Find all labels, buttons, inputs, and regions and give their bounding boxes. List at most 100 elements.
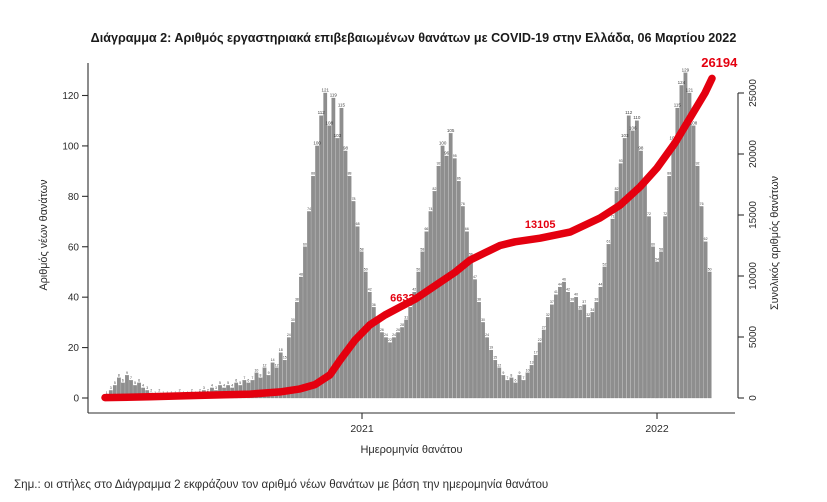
bar-value-label: 7 — [243, 376, 245, 380]
bar — [550, 304, 554, 399]
bar-value-label: 115 — [674, 103, 682, 108]
bar-value-label: 2 — [191, 388, 193, 392]
bar-value-label: 105 — [447, 128, 455, 133]
bar — [671, 140, 676, 399]
bar — [590, 312, 595, 399]
bar-value-label: 50 — [708, 267, 712, 271]
svg-text:100: 100 — [62, 141, 79, 152]
bar-value-label: 76 — [700, 202, 704, 206]
bar — [262, 367, 267, 399]
bar — [278, 352, 283, 399]
bar-value-label: 56 — [469, 252, 473, 256]
bar — [448, 133, 453, 399]
bar-value-label: 3 — [146, 386, 148, 390]
svg-text:120: 120 — [62, 91, 79, 102]
bar-value-label: 106 — [629, 125, 637, 130]
bar — [707, 271, 712, 399]
chart-title: Διάγραμμα 2: Αριθμός εργαστηριακά επιβεβ… — [90, 31, 737, 45]
bar-value-label: 3 — [215, 386, 217, 390]
bar-value-label: 88 — [311, 172, 315, 176]
bar-value-label: 4 — [211, 383, 213, 387]
bar-value-label: 60 — [303, 242, 307, 246]
bar-value-label: 37 — [582, 300, 586, 304]
bar — [473, 279, 477, 399]
bar-value-label: 5 — [134, 381, 136, 385]
bar-value-label: 38 — [594, 298, 598, 302]
bar — [388, 342, 392, 399]
bar-value-label: 12 — [263, 363, 267, 367]
bar — [489, 349, 494, 399]
bar-value-label: 9 — [502, 371, 504, 375]
bar-value-label: 100 — [439, 140, 447, 145]
bar — [525, 372, 530, 399]
bar-value-label: 103 — [621, 133, 629, 138]
bar — [513, 382, 518, 399]
bar-value-label: 27 — [542, 325, 546, 329]
bar-value-label: 121 — [321, 87, 329, 92]
bar — [371, 307, 376, 399]
bar — [626, 115, 631, 399]
bar-value-label: 93 — [619, 159, 623, 163]
bar-value-label: 42 — [566, 288, 570, 292]
bar-value-label: 119 — [330, 93, 338, 98]
bar-value-label: 82 — [433, 187, 437, 191]
bar-value-label: 98 — [343, 145, 349, 150]
bar-value-label: 35 — [578, 305, 582, 309]
bar-value-label: 38 — [295, 298, 299, 302]
bar-value-label: 88 — [667, 172, 671, 176]
bar — [327, 125, 332, 399]
bar — [311, 176, 315, 399]
bar-value-label: 58 — [659, 247, 663, 251]
bar-value-label: 17 — [534, 351, 538, 355]
bar-value-label: 34 — [590, 308, 594, 312]
bar — [606, 244, 611, 399]
bar-value-label: 3 — [203, 386, 205, 390]
bar-value-label: 102 — [670, 135, 678, 140]
bar — [537, 342, 542, 399]
bar-value-label: 7 — [523, 376, 525, 380]
bar-value-label: 8 — [118, 373, 120, 377]
bar — [335, 138, 340, 399]
bar — [699, 206, 704, 399]
bar-value-label: 112 — [318, 110, 326, 115]
bar-value-label: 66 — [424, 227, 428, 231]
bar-value-label: 5 — [114, 381, 116, 385]
bar-value-label: 112 — [625, 110, 633, 115]
bar-value-label: 115 — [338, 103, 346, 108]
bar — [566, 292, 570, 399]
bar-value-label: 24 — [384, 333, 388, 337]
bar — [270, 362, 275, 399]
bar — [582, 304, 587, 399]
bar — [570, 302, 574, 399]
bar — [533, 355, 538, 399]
bar-value-label: 38 — [570, 298, 574, 302]
bar — [274, 367, 279, 399]
bar-value-label: 7 — [130, 376, 132, 380]
bar-value-label: 7 — [251, 376, 253, 380]
bar-value-label: 54 — [655, 257, 659, 261]
bar — [339, 107, 344, 399]
bar — [554, 294, 558, 399]
bar-value-label: 24 — [392, 333, 396, 337]
bar-value-label: 100 — [313, 140, 321, 145]
bar-value-label: 74 — [307, 207, 311, 211]
bar-value-label: 10 — [526, 368, 530, 372]
bar — [295, 302, 299, 399]
bar — [695, 165, 700, 399]
bar — [651, 246, 655, 399]
bar — [452, 158, 457, 399]
bar — [509, 377, 514, 399]
bar-value-label: 24 — [287, 333, 291, 337]
bar-value-label: 8 — [510, 373, 512, 377]
bar — [250, 380, 255, 399]
bar-value-label: 22 — [538, 338, 542, 342]
bar-value-label: 66 — [465, 227, 469, 231]
bar-value-label: 129 — [682, 67, 690, 72]
bar-value-label: 50 — [364, 267, 368, 271]
bar-value-label: 6 — [235, 378, 237, 382]
bar-value-label: 124 — [678, 80, 686, 85]
bar-value-label: 28 — [400, 323, 404, 327]
bar-value-label: 92 — [437, 162, 441, 166]
svg-text:15000: 15000 — [748, 201, 759, 229]
